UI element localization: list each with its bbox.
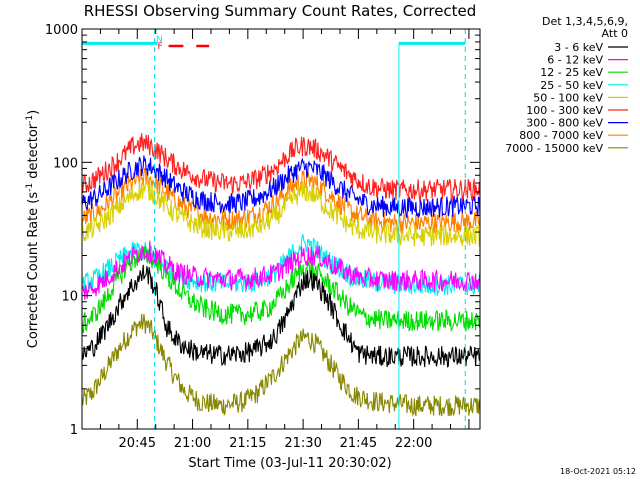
x-tick-label: 20:45 bbox=[119, 436, 156, 451]
series-line bbox=[81, 264, 481, 368]
series-line bbox=[81, 240, 481, 300]
x-tick-label: 22:00 bbox=[395, 436, 432, 451]
series-layer bbox=[81, 133, 481, 417]
series-3-6keV bbox=[81, 264, 481, 368]
series-300-800keV bbox=[81, 155, 481, 219]
y-axis-label-part: ) bbox=[26, 110, 41, 115]
series-12-25keV bbox=[81, 244, 481, 334]
x-axis-label: Start Time (03-Jul-11 20:30:02) bbox=[188, 456, 391, 471]
y-axis-label-part: Corrected Count Rate (s bbox=[26, 192, 41, 349]
plot-frame bbox=[81, 28, 481, 430]
legend-label: 300 - 800 keV bbox=[526, 117, 603, 130]
y-tick-label: 100 bbox=[53, 156, 78, 171]
series-line bbox=[81, 244, 481, 334]
series-7000-15000keV bbox=[81, 313, 481, 417]
series-line bbox=[81, 155, 481, 219]
y-tick-label: 10 bbox=[61, 290, 78, 305]
series-100-300keV bbox=[81, 133, 481, 202]
y-axis-label-part: -1 bbox=[25, 115, 35, 124]
legend-header-line1: Det 1,3,4,5,6,9, bbox=[542, 15, 628, 28]
x-tick-label: 21:00 bbox=[174, 436, 211, 451]
series-6-12keV bbox=[81, 240, 481, 300]
flag-F: F bbox=[158, 42, 163, 52]
series-line bbox=[81, 133, 481, 202]
x-tick-label: 21:45 bbox=[340, 436, 377, 451]
legend-header-line2: Att 0 bbox=[602, 27, 628, 40]
legend-label: 3 - 6 keV bbox=[554, 41, 603, 54]
y-axis-label-part: -1 bbox=[25, 183, 35, 192]
series-50-100keV bbox=[81, 180, 481, 247]
legend-label: 12 - 25 keV bbox=[540, 66, 603, 79]
chart-title: RHESSI Observing Summary Count Rates, Co… bbox=[84, 2, 477, 20]
axis-layer: 1 10 100 1000 20:45 21:00 21:15 21:30 21:45 22:00 bbox=[45, 23, 480, 451]
series-line bbox=[81, 313, 481, 417]
legend-label: 6 - 12 keV bbox=[547, 54, 603, 67]
flag-N: N bbox=[156, 35, 163, 45]
overlay-layer: NF bbox=[82, 29, 466, 429]
y-axis-label-part: detector bbox=[26, 123, 41, 183]
y-tick-label: 1000 bbox=[45, 23, 78, 38]
series-line bbox=[81, 180, 481, 247]
y-tick-label: 1 bbox=[70, 423, 78, 438]
legend-label: 100 - 300 keV bbox=[526, 104, 603, 117]
render-timestamp: 18-Oct-2021 05:12 bbox=[560, 467, 636, 476]
legend-label: 800 - 7000 keV bbox=[519, 129, 603, 142]
legend-label: 50 - 100 keV bbox=[533, 91, 603, 104]
legend-label: 25 - 50 keV bbox=[540, 79, 603, 92]
y-axis-label: Corrected Count Rate (s-1 detector-1) bbox=[25, 110, 41, 348]
legend-label: 7000 - 15000 keV bbox=[505, 142, 603, 155]
x-tick-label: 21:15 bbox=[229, 436, 266, 451]
x-tick-label: 21:30 bbox=[284, 436, 321, 451]
